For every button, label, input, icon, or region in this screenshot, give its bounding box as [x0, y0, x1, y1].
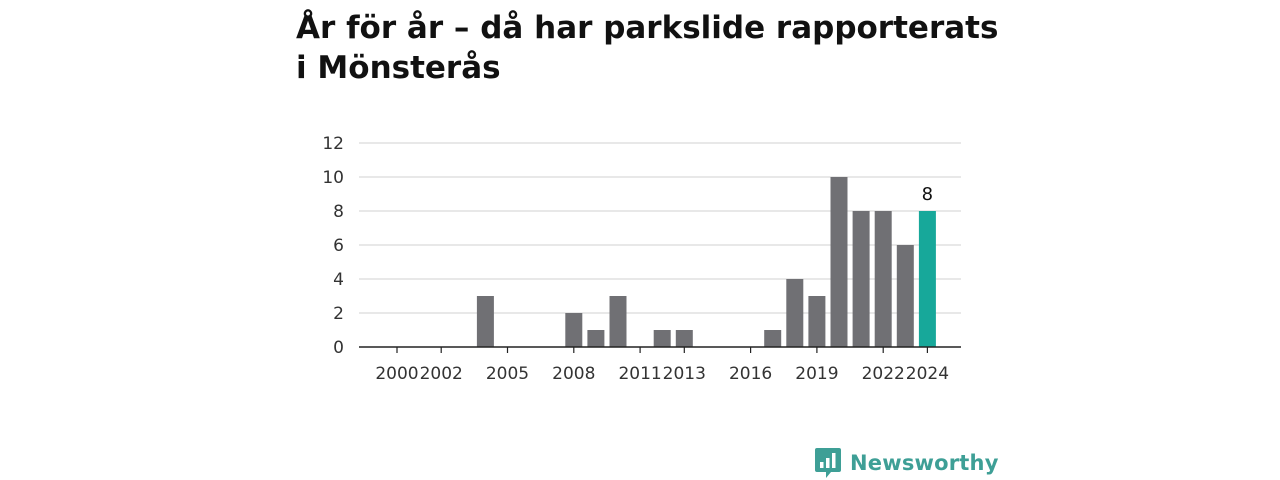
newsworthy-logo-icon [815, 448, 841, 478]
x-tick-label: 2000 [375, 364, 418, 384]
x-tick-label: 2008 [552, 364, 595, 384]
bar [653, 330, 671, 347]
y-tick-label: 0 [333, 338, 344, 358]
bar [874, 211, 892, 347]
y-tick-label: 12 [322, 134, 344, 154]
bar [565, 313, 583, 347]
y-tick-label: 6 [333, 236, 344, 256]
x-tick-label: 2005 [486, 364, 529, 384]
bar [587, 330, 605, 347]
x-tick-label: 2011 [618, 364, 661, 384]
y-tick-label: 8 [333, 202, 344, 222]
bar [852, 211, 870, 347]
chart-title: År för år – då har parkslide rapporterat… [296, 10, 999, 86]
y-tick-label: 2 [333, 304, 344, 324]
brand-name: Newsworthy [850, 451, 999, 475]
bar [609, 296, 627, 347]
bar [808, 296, 826, 347]
bar [830, 177, 848, 347]
bar [896, 245, 914, 347]
x-tick-label: 2019 [795, 364, 838, 384]
bar [786, 279, 804, 347]
x-tick-label: 2024 [906, 364, 949, 384]
y-tick-label: 4 [333, 270, 344, 290]
y-tick-label: 10 [322, 168, 344, 188]
bar-highlighted [918, 211, 936, 347]
brand-logo: Newsworthy [814, 446, 999, 480]
x-tick-label: 2013 [663, 364, 706, 384]
bar [764, 330, 782, 347]
data-label: 8 [922, 184, 933, 205]
bar [476, 296, 494, 347]
bar [675, 330, 693, 347]
x-tick-label: 2002 [420, 364, 463, 384]
x-tick-label: 2022 [862, 364, 905, 384]
x-tick-label: 2016 [729, 364, 772, 384]
